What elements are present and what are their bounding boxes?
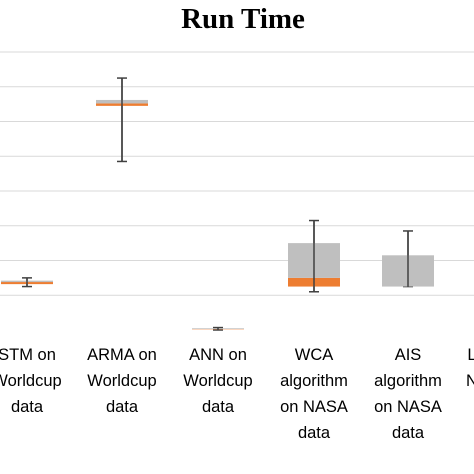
category-label-line: algorithm — [280, 372, 348, 390]
category-label-line: data — [392, 424, 425, 442]
category-label-line: STM on — [0, 346, 56, 364]
category-label-line: on NASA — [280, 398, 348, 416]
category-label-line: ARMA on — [87, 346, 157, 364]
category-label-line: ANN on — [189, 346, 247, 364]
chart-title: Run Time — [181, 3, 305, 35]
category-label-line: L — [467, 346, 474, 364]
category-label-line: data — [202, 398, 235, 416]
category-label: ANN on Worldcup data — [183, 346, 252, 416]
category-label: STM on Worldcup data — [0, 346, 62, 416]
box-plot — [192, 326, 244, 331]
box-plots — [1, 77, 434, 331]
category-label: AIS algorithm on NASA data — [374, 346, 442, 442]
category-label-line: data — [11, 398, 44, 416]
box-plot — [96, 77, 148, 163]
category-label-line: on NASA — [374, 398, 442, 416]
box-plot — [382, 230, 434, 288]
grid-lines — [0, 51, 474, 296]
category-label-line: algorithm — [374, 372, 442, 390]
category-label-line: data — [106, 398, 139, 416]
category-label-line: Worldcup — [183, 372, 252, 390]
box-plot — [288, 219, 340, 293]
category-label-line: N — [466, 372, 474, 390]
category-label-line: AIS — [395, 346, 422, 364]
category-label-line: Worldcup — [0, 372, 62, 390]
category-labels: STM onWorldcupdataARMA onWorldcupdataANN… — [0, 346, 474, 442]
category-label-line: data — [298, 424, 331, 442]
category-label: ARMA on Worldcup data — [87, 346, 157, 416]
box-plot — [1, 277, 53, 288]
category-label-line: Worldcup — [87, 372, 156, 390]
category-label-line: WCA — [295, 346, 334, 364]
category-label: WCA algorithm on NASA data — [280, 346, 348, 442]
